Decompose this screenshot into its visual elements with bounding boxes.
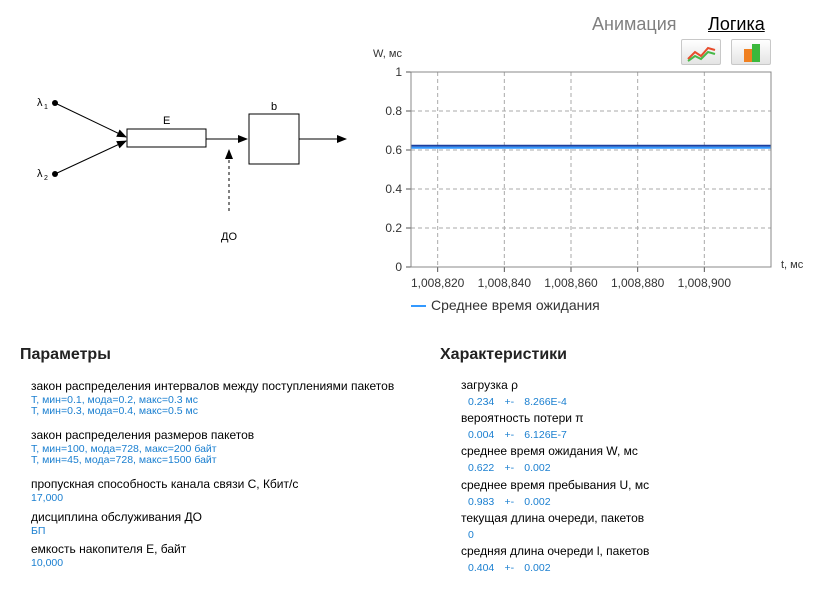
char-value: 0 — [468, 529, 474, 541]
param-value: БП — [31, 525, 46, 537]
char-value-row: 0.983 +- 0.002 — [468, 496, 551, 508]
param-value: 10,000 — [31, 557, 64, 569]
plus-minus-sign: +- — [504, 496, 515, 508]
param-value: Т, мин=0.1, мода=0.2, макс=0.3 мс — [31, 394, 199, 406]
plus-minus-sign: +- — [504, 562, 515, 574]
param-label: пропускная способность канала связи C, К… — [31, 477, 299, 491]
param-value: 17,000 — [31, 492, 64, 504]
tab-animation[interactable]: Анимация — [592, 14, 677, 34]
char-value: 0.404 — [468, 562, 495, 574]
param-label: дисциплина обслуживания ДО — [31, 510, 202, 524]
y-tick-label: 0.2 — [385, 221, 402, 235]
x-tick-label: 1,008,860 — [544, 276, 598, 290]
param-value: Т, мин=45, мода=728, макс=1500 байт — [31, 454, 217, 466]
param-label: емкость накопителя E, байт — [31, 542, 187, 556]
char-value: 0.004 — [468, 429, 495, 441]
bar-chart-button[interactable] — [731, 39, 771, 65]
y-tick-label: 0.8 — [385, 104, 402, 118]
x-axis-label: t, мс — [781, 259, 804, 271]
legend-entry: Среднее время ожидания — [431, 297, 600, 313]
char-label: текущая длина очереди, пакетов — [461, 511, 645, 525]
y-tick-label: 1 — [395, 65, 402, 79]
params-title: Параметры — [20, 346, 111, 363]
param-value: Т, мин=100, мода=728, макс=200 байт — [31, 443, 217, 455]
char-error: 0.002 — [524, 462, 551, 474]
param-value: Т, мин=0.3, мода=0.4, макс=0.5 мс — [31, 405, 199, 417]
char-value-row: 0 — [468, 529, 474, 541]
x-tick-label: 1,008,840 — [478, 276, 532, 290]
plus-minus-sign: +- — [504, 462, 515, 474]
char-error: 6.126E-7 — [524, 429, 567, 441]
plot-frame — [410, 71, 772, 268]
y-axis-label: W, мс — [373, 48, 402, 60]
x-tick-label: 1,008,820 — [411, 276, 465, 290]
chars-title: Характеристики — [440, 346, 568, 363]
y-tick-label: 0.4 — [385, 182, 402, 196]
param-label: закон распределения размеров пакетов — [31, 428, 255, 442]
char-label: вероятность потери π — [461, 411, 584, 425]
char-error: 0.002 — [524, 496, 551, 508]
line-chart-icon — [687, 46, 716, 62]
char-label: средняя длина очереди l, пакетов — [461, 544, 650, 558]
tab-logic[interactable]: Логика — [708, 14, 765, 34]
bar-chart-icon — [744, 44, 760, 62]
char-value-row: 0.622 +- 0.002 — [468, 462, 551, 474]
x-tick-label: 1,008,900 — [678, 276, 732, 290]
plus-minus-sign: +- — [504, 396, 515, 408]
char-value: 0.234 — [468, 396, 495, 408]
char-label: среднее время пребывания U, мс — [461, 478, 650, 492]
char-value-row: 0.404 +- 0.002 — [468, 562, 551, 574]
param-label: закон распределения интервалов между пос… — [31, 379, 395, 393]
y-tick-label: 0.6 — [385, 143, 402, 157]
char-value: 0.983 — [468, 496, 495, 508]
char-value-row: 0.004 +- 6.126E-7 — [468, 429, 567, 441]
char-error: 8.266E-4 — [524, 396, 567, 408]
plus-minus-sign: +- — [504, 429, 515, 441]
char-label: среднее время ожидания W, мс — [461, 444, 638, 458]
char-error: 0.002 — [524, 562, 551, 574]
char-label: загрузка ρ — [461, 378, 518, 392]
x-tick-label: 1,008,880 — [611, 276, 665, 290]
line-chart-button[interactable] — [681, 39, 721, 65]
char-value-row: 0.234 +- 8.266E-4 — [468, 396, 567, 408]
y-tick-label: 0 — [395, 260, 402, 274]
legend-line-swatch — [411, 305, 426, 307]
char-value: 0.622 — [468, 462, 495, 474]
